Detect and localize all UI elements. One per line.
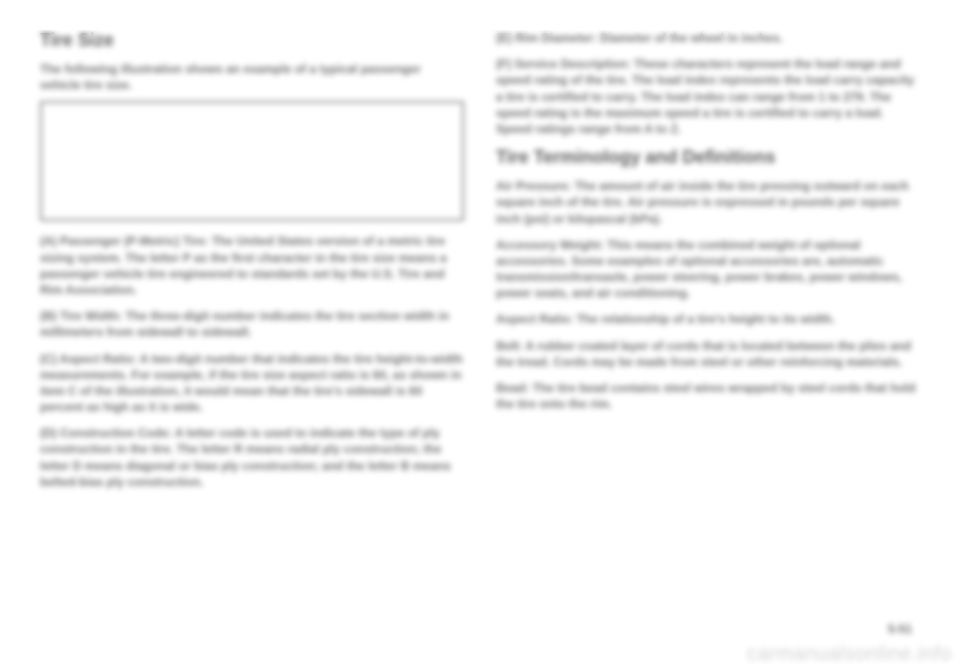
definition-entry: (C) Aspect Ratio: A two-digit number tha… <box>40 351 464 416</box>
page-number: 5-51 <box>888 622 912 636</box>
left-column: Tire Size The following illustration sho… <box>40 30 464 500</box>
tire-size-intro: The following illustration shows an exam… <box>40 61 464 93</box>
entry-text: The tire bead contains steel wires wrapp… <box>496 381 915 411</box>
entry-label: (E) Rim Diameter: <box>496 31 597 45</box>
definition-entry: Belt: A rubber coated layer of cords tha… <box>496 338 920 370</box>
entry-label: Bead: <box>496 381 529 395</box>
right-top-entries: (E) Rim Diameter: Diameter of the wheel … <box>496 30 920 137</box>
definition-entry: (D) Construction Code: A letter code is … <box>40 425 464 490</box>
right-defs: Air Pressure: The amount of air inside t… <box>496 178 920 412</box>
definition-entry: (A) Passenger (P-Metric) Tire: The Unite… <box>40 233 464 298</box>
entry-label: (F) Service Description: <box>496 57 631 71</box>
definition-entry: (B) Tire Width: The three-digit number i… <box>40 308 464 340</box>
right-column: (E) Rim Diameter: Diameter of the wheel … <box>496 30 920 500</box>
definition-entry: Air Pressure: The amount of air inside t… <box>496 178 920 227</box>
entry-label: (C) Aspect Ratio: <box>40 352 137 366</box>
entry-text: The relationship of a tire's height to i… <box>573 312 835 326</box>
entry-label: (A) Passenger (P-Metric) Tire: <box>40 234 209 248</box>
definition-entry: Aspect Ratio: The relationship of a tire… <box>496 311 920 327</box>
definition-entry: (E) Rim Diameter: Diameter of the wheel … <box>496 30 920 46</box>
entry-label: Aspect Ratio: <box>496 312 573 326</box>
entry-label: (B) Tire Width: <box>40 309 122 323</box>
entry-label: Air Pressure: <box>496 179 571 193</box>
entry-text: A rubber coated layer of cords that is l… <box>496 339 911 369</box>
tire-size-title: Tire Size <box>40 30 464 51</box>
terminology-title: Tire Terminology and Definitions <box>496 147 920 168</box>
definition-entry: (F) Service Description: These character… <box>496 56 920 137</box>
definition-entry: Accessory Weight: This means the combine… <box>496 237 920 302</box>
entry-text: Diameter of the wheel in inches. <box>597 31 783 45</box>
illustration-placeholder <box>40 101 464 221</box>
entry-label: Belt: <box>496 339 523 353</box>
entry-label: (D) Construction Code: <box>40 426 172 440</box>
entry-label: Accessory Weight: <box>496 238 604 252</box>
definition-entry: Bead: The tire bead contains steel wires… <box>496 380 920 412</box>
watermark-text: carmanualsonline.info <box>747 643 952 666</box>
left-entries: (A) Passenger (P-Metric) Tire: The Unite… <box>40 233 464 490</box>
